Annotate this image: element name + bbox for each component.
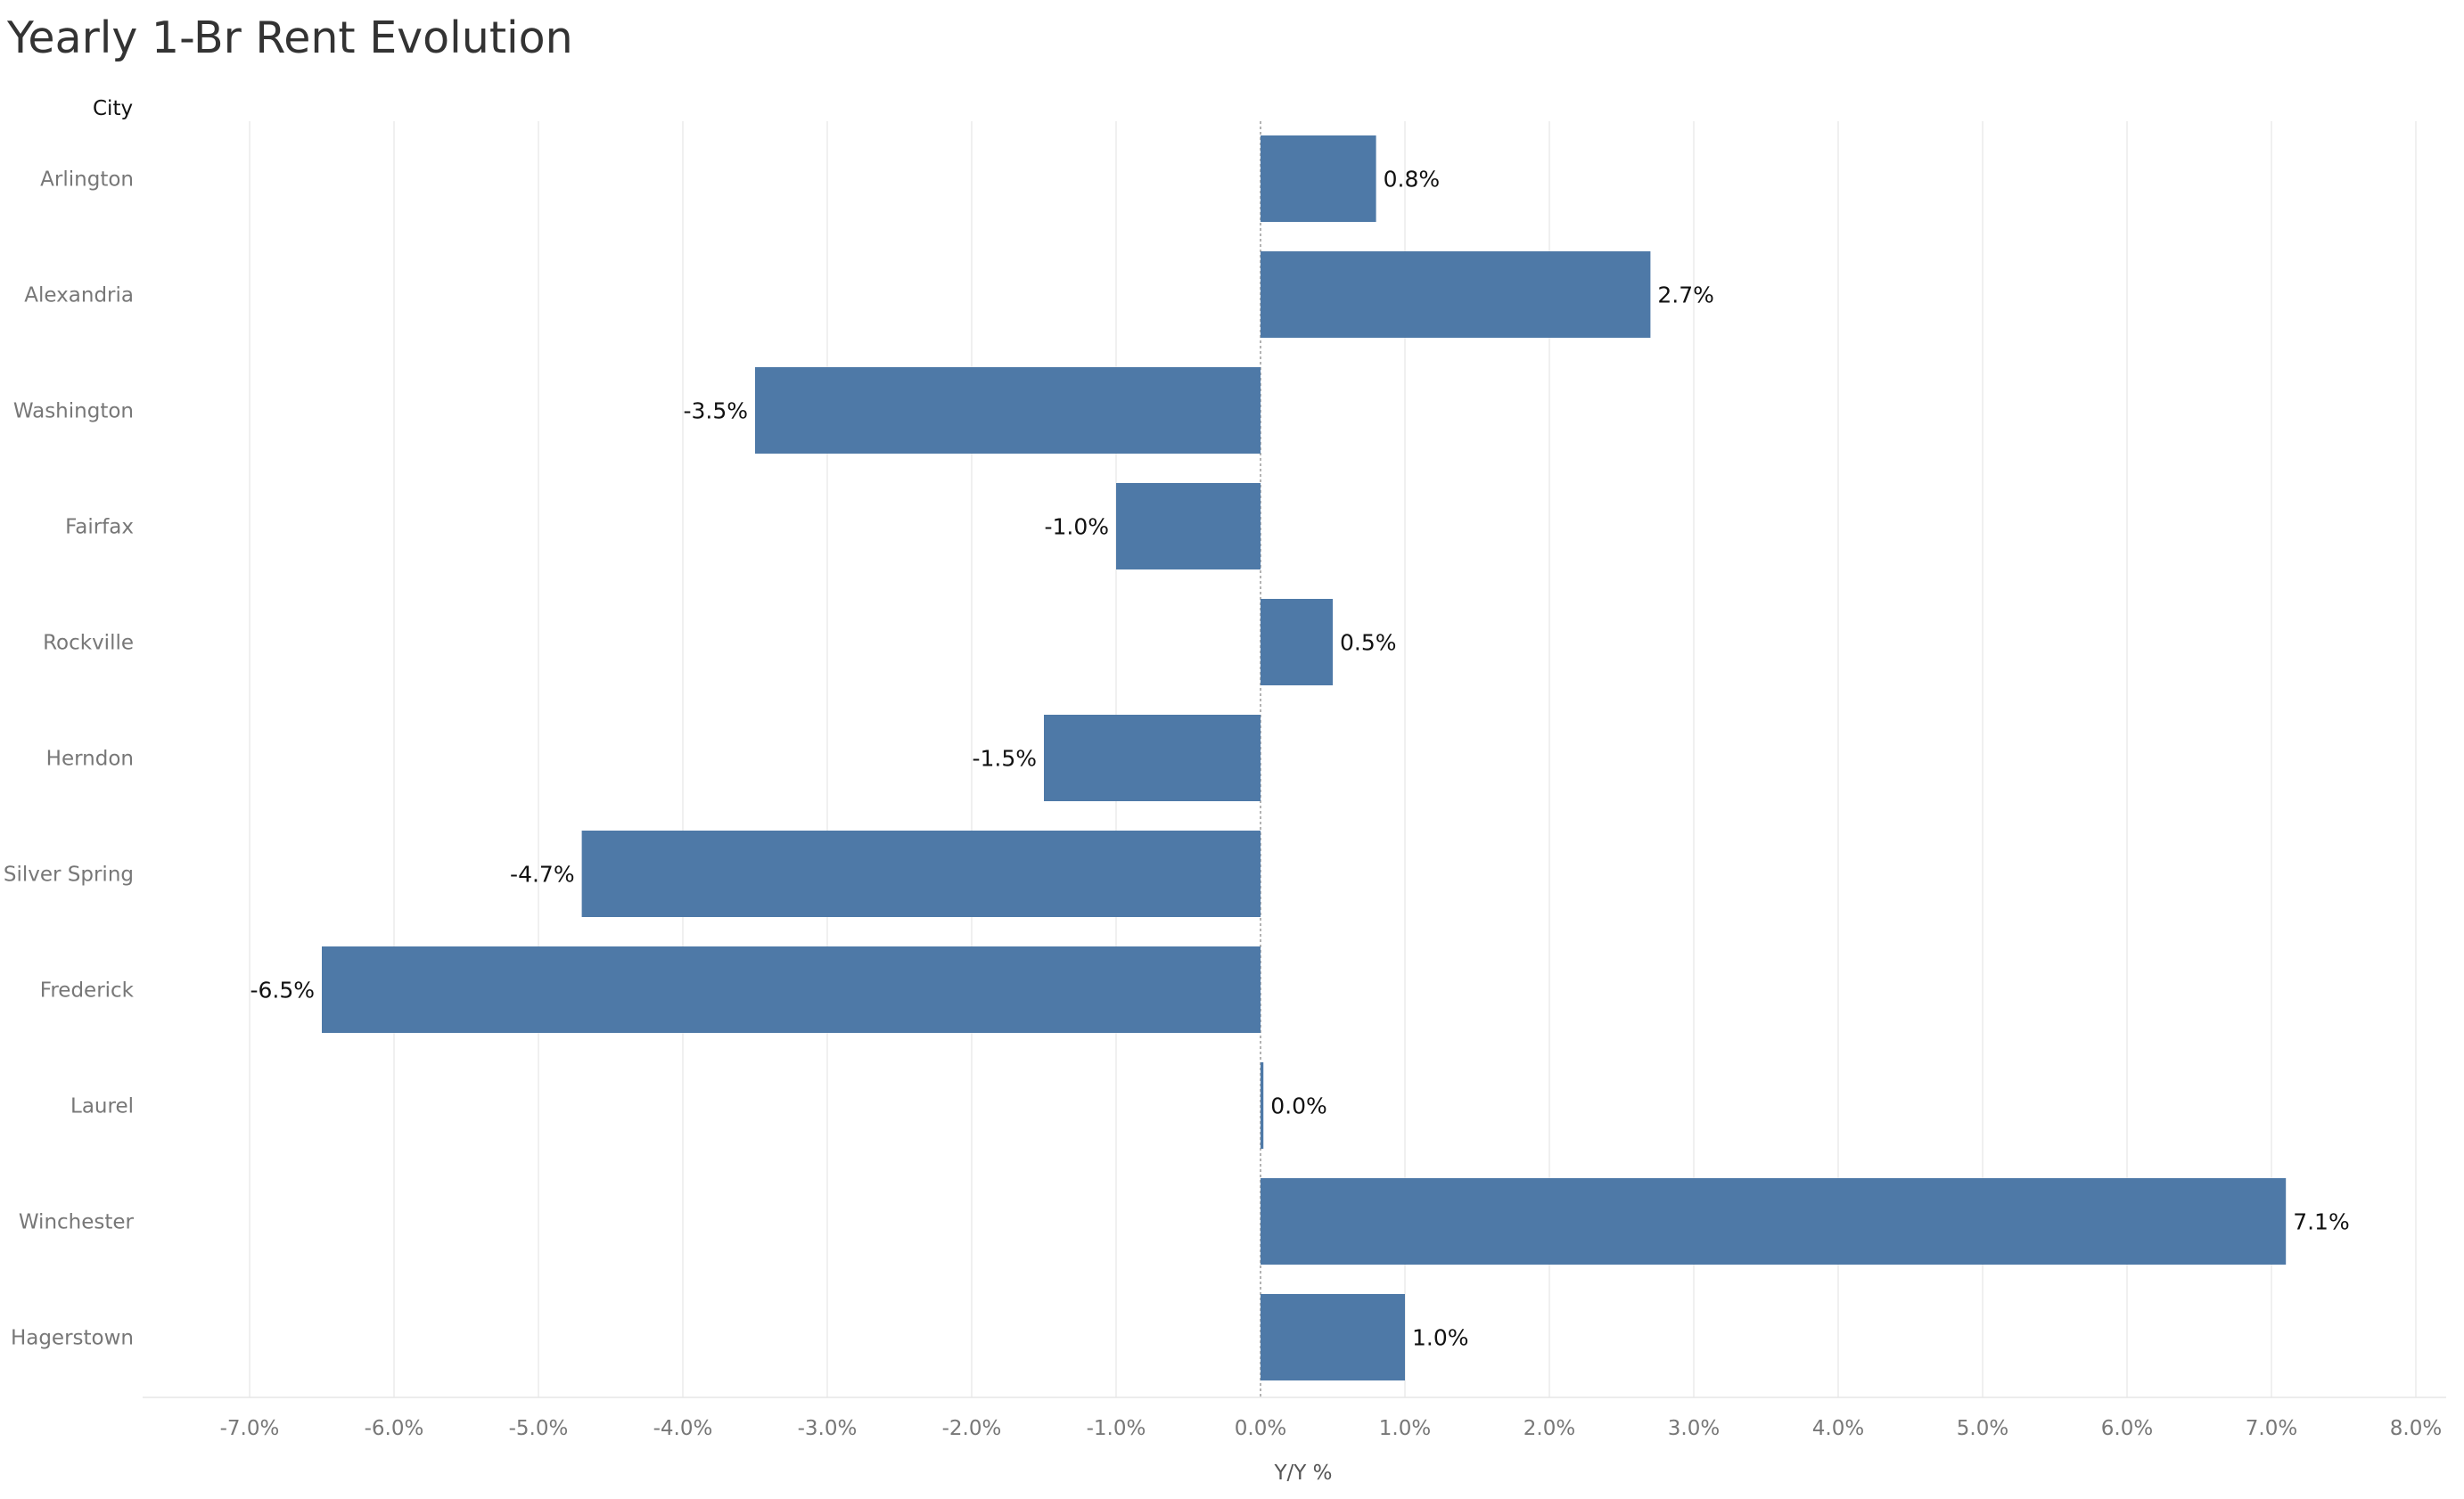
data-label: 2.7% xyxy=(1657,283,1714,308)
data-label: -1.0% xyxy=(1044,514,1109,540)
bar-washington[interactable] xyxy=(755,367,1261,454)
data-label: 0.0% xyxy=(1270,1094,1327,1119)
x-tick-label: -5.0% xyxy=(509,1417,569,1440)
x-axis-title: Y/Y % xyxy=(1273,1462,1332,1485)
x-tick-label: -3.0% xyxy=(798,1417,858,1440)
bar-herndon[interactable] xyxy=(1044,715,1261,801)
category-label: Silver Spring xyxy=(4,864,134,887)
chart-title: Yearly 1-Br Rent Evolution xyxy=(7,12,573,63)
x-tick-label: 6.0% xyxy=(2101,1417,2153,1440)
x-tick-label: 2.0% xyxy=(1524,1417,1575,1440)
category-label: Rockville xyxy=(43,632,134,655)
category-label: Laurel xyxy=(70,1095,134,1118)
data-label: 0.8% xyxy=(1384,167,1441,192)
bars xyxy=(322,135,2287,1380)
x-tick-label: 5.0% xyxy=(1957,1417,2008,1440)
x-tick-label: 7.0% xyxy=(2246,1417,2297,1440)
x-tick-label: 4.0% xyxy=(1812,1417,1864,1440)
category-labels: Arlington Alexandria Washington Fairfax Rock… xyxy=(4,168,135,1350)
data-label: -4.7% xyxy=(510,862,575,888)
category-label: Herndon xyxy=(46,748,134,771)
bar-hagerstown[interactable] xyxy=(1261,1294,1405,1380)
bar-arlington[interactable] xyxy=(1261,135,1376,222)
x-tick-label: -1.0% xyxy=(1087,1417,1146,1440)
x-tick-label: 1.0% xyxy=(1379,1417,1431,1440)
x-tick-label: 8.0% xyxy=(2390,1417,2442,1440)
bar-alexandria[interactable] xyxy=(1261,251,1651,338)
category-label: Washington xyxy=(13,400,134,423)
category-label: Frederick xyxy=(40,979,135,1003)
bar-winchester[interactable] xyxy=(1261,1178,2287,1265)
x-tick-labels: -7.0% -6.0% -5.0% -4.0% -3.0% -2.0% -1.0% 0.0% 1… xyxy=(220,1417,2443,1440)
category-label: Winchester xyxy=(19,1211,135,1234)
x-tick-label: -4.0% xyxy=(653,1417,713,1440)
data-labels: 0.8% 2.7% -3.5% -1.0% 0.5% -1.5% -4.7% -6.5% 0.0… xyxy=(250,167,2349,1351)
x-tick-label: -6.0% xyxy=(365,1417,424,1440)
data-label: -3.5% xyxy=(683,398,748,424)
x-tick-label: -7.0% xyxy=(220,1417,280,1440)
bar-frederick[interactable] xyxy=(322,946,1261,1033)
data-label: 0.5% xyxy=(1340,630,1397,656)
category-label: Fairfax xyxy=(65,516,134,539)
row-header: City xyxy=(93,97,133,120)
bar-fairfax[interactable] xyxy=(1116,483,1261,569)
data-label: 7.1% xyxy=(2293,1209,2350,1235)
category-label: Alexandria xyxy=(24,284,134,307)
bar-laurel[interactable] xyxy=(1261,1062,1264,1149)
bar-silver-spring[interactable] xyxy=(581,831,1261,917)
x-tick-label: 0.0% xyxy=(1235,1417,1286,1440)
x-tick-label: 3.0% xyxy=(1668,1417,1720,1440)
category-label: Arlington xyxy=(40,168,134,192)
data-label: 1.0% xyxy=(1412,1325,1469,1351)
bar-rockville[interactable] xyxy=(1261,599,1333,685)
data-label: -6.5% xyxy=(250,978,315,1003)
data-label: -1.5% xyxy=(972,746,1037,772)
category-label: Hagerstown xyxy=(11,1327,134,1350)
x-tick-label: -2.0% xyxy=(942,1417,1002,1440)
